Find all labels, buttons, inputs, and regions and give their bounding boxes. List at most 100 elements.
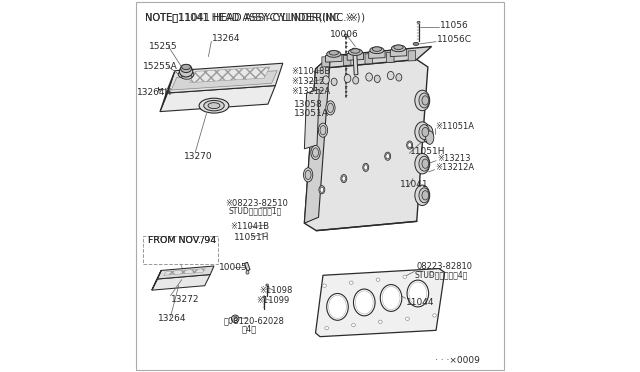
- Ellipse shape: [415, 154, 429, 174]
- Ellipse shape: [208, 103, 220, 109]
- Circle shape: [232, 315, 239, 323]
- Text: ⒱08120-62028: ⒱08120-62028: [224, 317, 285, 326]
- Ellipse shape: [392, 45, 406, 52]
- Polygon shape: [344, 55, 351, 65]
- Text: 13051A: 13051A: [294, 109, 329, 118]
- Text: NOTE；11041 HEAD ASSY-CYLINDER(INC. ※ ): NOTE；11041 HEAD ASSY-CYLINDER(INC. ※ ): [145, 12, 365, 22]
- Ellipse shape: [365, 73, 372, 81]
- Ellipse shape: [426, 131, 434, 144]
- Polygon shape: [305, 60, 428, 231]
- Ellipse shape: [386, 154, 390, 159]
- Ellipse shape: [363, 163, 369, 171]
- FancyBboxPatch shape: [143, 236, 218, 264]
- Ellipse shape: [422, 127, 429, 137]
- Ellipse shape: [382, 286, 400, 310]
- Ellipse shape: [422, 96, 429, 105]
- Text: ※11048B: ※11048B: [291, 67, 330, 76]
- Ellipse shape: [419, 188, 429, 203]
- Ellipse shape: [353, 77, 358, 84]
- Ellipse shape: [409, 282, 427, 305]
- Ellipse shape: [328, 295, 346, 318]
- Text: NOTE；11041 HEAD ASSY-CYLINDER(INC. ※ ): NOTE；11041 HEAD ASSY-CYLINDER(INC. ※ ): [145, 12, 361, 22]
- Text: 13270: 13270: [184, 152, 213, 161]
- Text: 13058: 13058: [294, 100, 323, 109]
- Ellipse shape: [419, 93, 429, 108]
- Polygon shape: [172, 71, 277, 90]
- Ellipse shape: [331, 78, 337, 86]
- Text: ※11098: ※11098: [260, 286, 293, 295]
- Ellipse shape: [341, 174, 347, 183]
- Ellipse shape: [303, 168, 313, 182]
- Ellipse shape: [246, 270, 249, 274]
- Polygon shape: [322, 57, 330, 67]
- Polygon shape: [353, 48, 358, 75]
- Ellipse shape: [415, 90, 429, 111]
- Text: 08223-82810: 08223-82810: [417, 262, 473, 271]
- Ellipse shape: [385, 152, 390, 160]
- Text: ※08223-82510: ※08223-82510: [225, 199, 289, 208]
- Text: 10006: 10006: [330, 30, 359, 39]
- Ellipse shape: [415, 122, 429, 142]
- Polygon shape: [160, 71, 175, 112]
- Ellipse shape: [342, 176, 346, 181]
- Text: 11044: 11044: [406, 298, 435, 307]
- Ellipse shape: [422, 190, 429, 200]
- Polygon shape: [160, 86, 275, 112]
- Ellipse shape: [422, 125, 433, 143]
- Ellipse shape: [378, 320, 382, 323]
- Ellipse shape: [204, 100, 224, 111]
- Ellipse shape: [348, 49, 362, 55]
- Text: 10005: 10005: [219, 263, 248, 272]
- Ellipse shape: [408, 142, 412, 148]
- Polygon shape: [244, 262, 250, 271]
- Text: FROM NOV./94: FROM NOV./94: [148, 235, 216, 244]
- Polygon shape: [316, 269, 445, 337]
- Ellipse shape: [364, 165, 367, 170]
- Text: 13264: 13264: [212, 34, 241, 43]
- Text: 13272: 13272: [172, 295, 200, 304]
- Ellipse shape: [318, 123, 328, 137]
- Ellipse shape: [263, 296, 266, 298]
- Ellipse shape: [179, 70, 194, 78]
- Ellipse shape: [305, 170, 311, 179]
- Polygon shape: [305, 89, 319, 149]
- Ellipse shape: [403, 275, 406, 278]
- Text: 11051H: 11051H: [410, 147, 445, 155]
- Ellipse shape: [179, 66, 193, 77]
- Ellipse shape: [344, 34, 348, 36]
- Text: ※11099: ※11099: [256, 296, 289, 305]
- Text: · · ·×0009: · · ·×0009: [435, 356, 480, 365]
- Ellipse shape: [396, 74, 402, 81]
- Text: 11056: 11056: [440, 21, 468, 30]
- Text: 11051H: 11051H: [234, 233, 270, 242]
- Ellipse shape: [182, 75, 192, 79]
- Text: 13264: 13264: [158, 314, 187, 323]
- Polygon shape: [347, 53, 364, 60]
- Ellipse shape: [351, 49, 360, 53]
- Ellipse shape: [387, 71, 394, 80]
- Text: ※11051A: ※11051A: [435, 122, 474, 131]
- Ellipse shape: [182, 64, 191, 70]
- Text: （4）: （4）: [242, 325, 257, 334]
- Ellipse shape: [376, 278, 380, 281]
- Ellipse shape: [415, 185, 429, 205]
- Ellipse shape: [320, 125, 326, 135]
- Text: STUDスタッド（1）: STUDスタッド（1）: [228, 206, 282, 215]
- Ellipse shape: [199, 98, 229, 113]
- Ellipse shape: [329, 51, 339, 55]
- Ellipse shape: [415, 43, 417, 45]
- Ellipse shape: [180, 64, 191, 73]
- Polygon shape: [387, 52, 394, 62]
- Text: B: B: [233, 316, 237, 322]
- Text: 15255: 15255: [149, 42, 177, 51]
- Ellipse shape: [319, 186, 325, 194]
- Text: ※11041B: ※11041B: [231, 222, 270, 231]
- Text: ※13212A: ※13212A: [291, 87, 330, 96]
- Ellipse shape: [374, 75, 380, 83]
- Ellipse shape: [429, 272, 433, 275]
- Polygon shape: [157, 266, 214, 279]
- Ellipse shape: [326, 101, 335, 115]
- Ellipse shape: [406, 141, 413, 149]
- Ellipse shape: [355, 291, 373, 314]
- Polygon shape: [369, 51, 385, 58]
